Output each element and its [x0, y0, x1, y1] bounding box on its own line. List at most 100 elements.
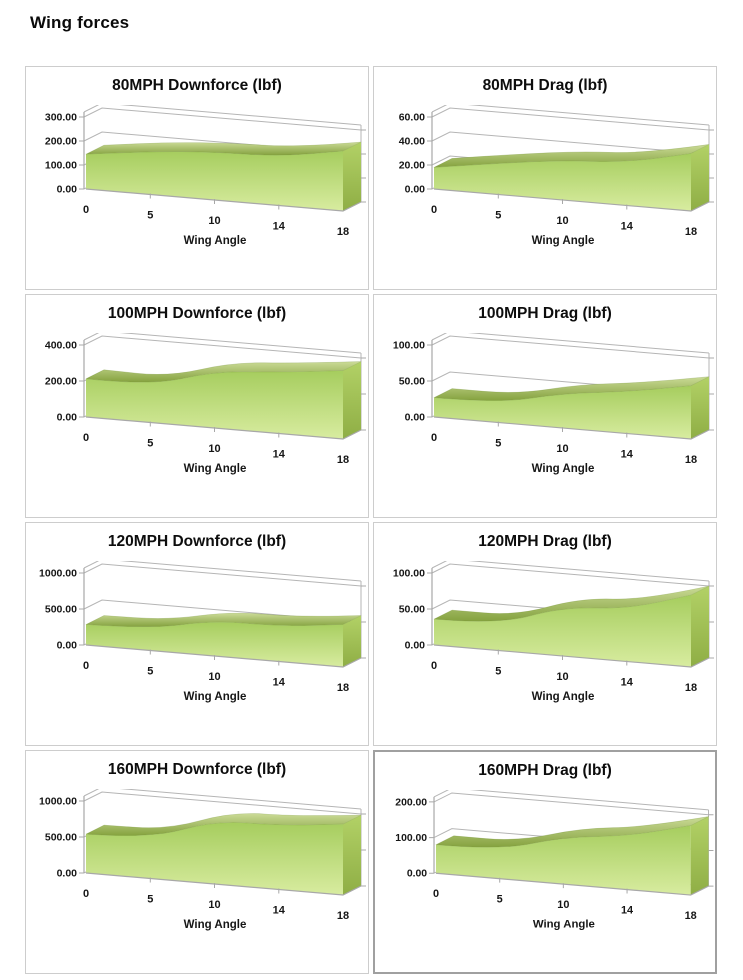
area-right-cap: [690, 816, 709, 895]
x-axis-labels: 0 5 10 14 18: [83, 660, 349, 694]
svg-text:18: 18: [685, 454, 697, 466]
axis-lines: [79, 568, 366, 668]
chart-panel-5[interactable]: 120MPH Drag (lbf) 100.00 50.00 0.00 0 5 10 14…: [373, 522, 717, 746]
svg-text:18: 18: [337, 454, 349, 466]
svg-text:14: 14: [621, 449, 634, 461]
x-axis-labels: 0 5 10 14 18: [83, 432, 349, 466]
svg-text:14: 14: [273, 905, 286, 917]
x-axis-labels: 0 5 10 14 18: [83, 204, 349, 238]
document-page: Wing forces 80MPH Downforce (lbf) 300.00…: [0, 12, 743, 974]
svg-text:18: 18: [337, 910, 349, 922]
chart-title: 160MPH Downforce (lbf): [107, 761, 287, 778]
chart-panel-7[interactable]: 160MPH Drag (lbf) 200.00 100.00 0.00 0 5 10 1…: [373, 750, 717, 974]
area-series: [433, 144, 710, 211]
svg-text:100.00: 100.00: [45, 160, 77, 172]
chart-panel-1[interactable]: 80MPH Drag (lbf) 60.00 40.00 20.00 0.00 0 5 1…: [373, 66, 717, 290]
area-series: [435, 815, 709, 895]
svg-text:500.00: 500.00: [45, 832, 77, 844]
svg-text:0.00: 0.00: [407, 868, 427, 879]
area-top-ribbon: [85, 612, 362, 628]
chart-panel-4[interactable]: 120MPH Downforce (lbf) 1000.00 500.00 0.00…: [25, 522, 369, 746]
area-series: [433, 585, 710, 667]
svg-text:10: 10: [208, 443, 220, 455]
tick-marks: [79, 116, 366, 210]
y-axis-labels: 60.00 40.00 20.00 0.00: [399, 112, 425, 196]
svg-text:20.00: 20.00: [399, 160, 425, 172]
svg-text:0: 0: [431, 660, 437, 672]
svg-text:0.00: 0.00: [405, 640, 426, 652]
area-chart: 100.00 50.00 0.00 0 5 10 14 18 Wing Angle: [393, 333, 714, 475]
svg-text:40.00: 40.00: [399, 136, 425, 148]
svg-text:18: 18: [337, 682, 349, 694]
chart-title: 100MPH Drag (lbf): [478, 305, 612, 322]
svg-text:14: 14: [273, 677, 286, 689]
svg-text:0.00: 0.00: [57, 640, 78, 652]
chart-title: 80MPH Downforce (lbf): [112, 77, 282, 94]
y-axis-labels: 300.00 200.00 100.00 0.00: [45, 112, 77, 196]
svg-text:100.00: 100.00: [393, 340, 425, 352]
area-top-ribbon: [435, 815, 709, 848]
svg-text:5: 5: [147, 894, 153, 906]
chart-panel-6[interactable]: 160MPH Downforce (lbf) 1000.00 500.00 0.00…: [25, 750, 369, 974]
svg-text:0: 0: [83, 888, 89, 900]
svg-text:0: 0: [433, 888, 439, 900]
svg-text:14: 14: [621, 677, 634, 689]
axis-lines: [427, 112, 714, 212]
chart-panel-0[interactable]: 80MPH Downforce (lbf) 300.00 200.00 100.00…: [25, 66, 369, 290]
axis-lines: [79, 796, 366, 896]
tick-marks: [79, 572, 366, 666]
svg-text:60.00: 60.00: [399, 112, 425, 124]
svg-text:10: 10: [557, 899, 569, 911]
svg-text:1000.00: 1000.00: [39, 796, 77, 808]
svg-text:10: 10: [556, 443, 568, 455]
chart-title: 160MPH Drag (lbf): [478, 761, 612, 779]
area-front-face: [434, 385, 691, 439]
area-series: [85, 612, 362, 667]
svg-text:0: 0: [431, 204, 437, 216]
svg-text:0.00: 0.00: [57, 184, 78, 196]
tick-marks: [427, 344, 714, 438]
svg-text:1000.00: 1000.00: [39, 568, 77, 580]
x-axis-labels: 0 5 10 14 18: [431, 660, 697, 694]
area-front-face: [434, 595, 691, 667]
area-chart: 1000.00 500.00 0.00 0 5 10 14 18 Wing Angle: [39, 789, 366, 931]
svg-text:5: 5: [147, 210, 153, 222]
chart-panel-2[interactable]: 100MPH Downforce (lbf) 400.00 200.00 0.00 …: [25, 294, 369, 518]
area-top-ribbon: [85, 813, 362, 836]
axis-lines: [79, 340, 366, 440]
area-top-ribbon: [85, 361, 362, 383]
svg-text:14: 14: [273, 221, 286, 233]
area-chart: 100.00 50.00 0.00 0 5 10 14 18 Wing Angle: [393, 561, 714, 703]
svg-text:500.00: 500.00: [45, 604, 77, 616]
area-chart: 200.00 100.00 0.00 0 5 10 14 18 Wing Angle: [395, 789, 714, 930]
chart-title: 100MPH Downforce (lbf): [107, 305, 287, 322]
area-right-cap: [343, 815, 361, 895]
svg-text:0: 0: [83, 204, 89, 216]
svg-text:50.00: 50.00: [399, 604, 425, 616]
svg-text:10: 10: [556, 671, 568, 683]
svg-text:10: 10: [556, 215, 568, 227]
svg-text:10: 10: [208, 671, 220, 683]
x-axis-labels: 0 5 10 14 18: [83, 888, 349, 922]
svg-text:0: 0: [431, 432, 437, 444]
svg-text:0.00: 0.00: [57, 412, 78, 424]
x-axis-title: Wing Angle: [533, 918, 595, 930]
area-front-face: [86, 822, 343, 895]
svg-text:0.00: 0.00: [57, 868, 78, 880]
svg-text:5: 5: [495, 438, 501, 450]
chart-title: 120MPH Drag (lbf): [478, 533, 612, 550]
x-axis-title: Wing Angle: [184, 691, 247, 703]
axis-lines: [427, 340, 714, 440]
svg-text:5: 5: [147, 438, 153, 450]
y-axis-labels: 1000.00 500.00 0.00: [39, 796, 77, 880]
svg-text:200.00: 200.00: [45, 376, 77, 388]
svg-text:18: 18: [685, 226, 697, 238]
y-axis-labels: 200.00 100.00 0.00: [395, 797, 427, 879]
svg-text:5: 5: [147, 666, 153, 678]
tick-marks: [79, 800, 366, 894]
y-axis-labels: 1000.00 500.00 0.00: [39, 568, 77, 652]
chart-panel-3[interactable]: 100MPH Drag (lbf) 100.00 50.00 0.00 0 5 10 14…: [373, 294, 717, 518]
page-title: Wing forces: [30, 13, 130, 32]
svg-text:10: 10: [208, 899, 220, 911]
axis-lines: [427, 568, 714, 668]
